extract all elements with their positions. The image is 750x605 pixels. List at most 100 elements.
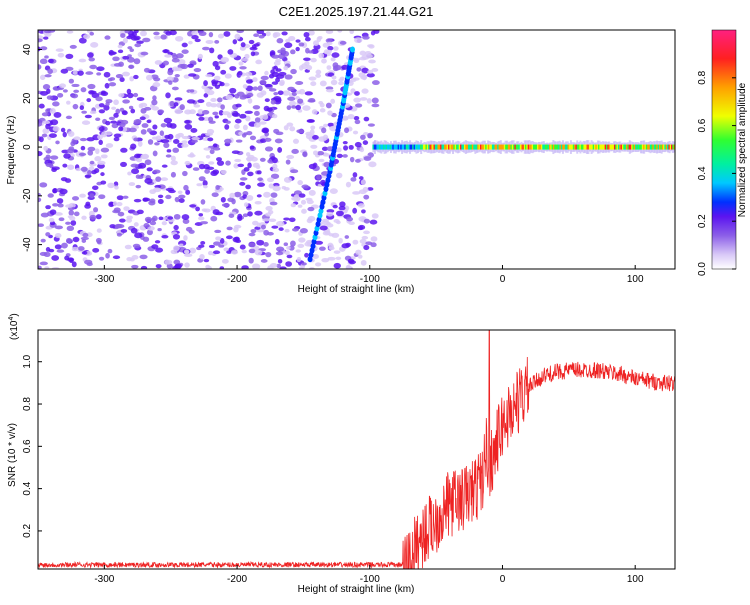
spectrogram-cell (290, 49, 296, 55)
spectrogram-cell (241, 249, 247, 254)
spectrogram-cell (352, 130, 359, 135)
spectrogram-cell (337, 30, 343, 33)
spectrogram-cell (49, 209, 57, 215)
spectrogram-cell (58, 83, 67, 89)
carrier-line-cell (633, 144, 636, 150)
spectrogram-cell (297, 98, 304, 104)
carrier-line-cell (538, 144, 541, 150)
spectrogram-cell (256, 229, 265, 233)
spectrogram-cell (239, 177, 248, 181)
spectrogram-cell (120, 147, 128, 153)
spectrogram-cell (221, 203, 230, 207)
spectrogram-cell (160, 34, 167, 40)
spectrogram-cell (363, 194, 370, 200)
carrier-line-cell (405, 144, 408, 150)
carrier-line-cell (607, 144, 610, 150)
spectrogram-cell (71, 246, 79, 252)
spectrogram-cell (107, 182, 115, 189)
spectrogram-cell (173, 224, 179, 231)
spectrogram-cell (47, 58, 54, 64)
spectrogram-cell (231, 198, 236, 205)
carrier-line-cell (672, 144, 675, 150)
spectrogram-cell (82, 232, 89, 238)
spectrogram-cell (286, 105, 292, 111)
spectrogram-cell (41, 112, 49, 117)
spectrogram-cell (253, 122, 261, 128)
spectrogram-cell (297, 243, 305, 248)
spectrogram-cell (310, 81, 317, 87)
spectrogram-cell (220, 196, 226, 203)
spectrogram-cell (207, 265, 212, 269)
spectrogram-cell (318, 52, 325, 59)
spectrogram-cell (191, 139, 198, 143)
spectrogram-cell (247, 98, 253, 104)
carrier-line-cell (546, 144, 549, 150)
spectrogram-cell (183, 235, 188, 241)
spectrogram-cell (257, 177, 263, 182)
spectrogram-cell (234, 123, 240, 130)
spectrogram-cell (284, 228, 290, 233)
spectrogram-cell (184, 123, 193, 130)
spectrogram-cell (130, 36, 140, 41)
spectrogram-cell (119, 122, 126, 128)
spectrogram-cell (214, 229, 222, 234)
spectrogram-cell (105, 120, 111, 126)
carrier-line-cell (486, 144, 489, 150)
spectrogram-cell (66, 30, 74, 34)
spectrogram-cell (212, 111, 219, 116)
spectrogram-cell (203, 184, 208, 189)
spectrogram-cell (248, 257, 254, 264)
carrier-line-cell (463, 144, 466, 150)
spectrogram-cell (152, 169, 161, 174)
carrier-line-cell (396, 144, 399, 150)
spectrogram-cell (149, 221, 157, 226)
spectrogram-cell (108, 51, 117, 55)
spectrogram-x-tick-label: 100 (627, 274, 644, 285)
carrier-line-cell (517, 144, 519, 150)
spectrogram-cell (338, 205, 346, 211)
spectrogram-cell (56, 198, 64, 204)
spectrogram-cell (127, 171, 132, 176)
spectrogram-cell (298, 193, 306, 198)
spectrogram-cell (220, 104, 225, 110)
carrier-line-cell (469, 144, 472, 150)
spectrogram-cell (138, 175, 144, 180)
spectrogram-cell (101, 90, 106, 94)
spectrogram-cell (291, 196, 299, 201)
spectrogram-cell (224, 138, 232, 144)
spectrogram-cell (118, 218, 126, 223)
carrier-line-cell (379, 144, 381, 150)
spectrogram-cell (236, 91, 245, 97)
spectrogram-cell (321, 58, 327, 64)
spectrogram-cell (167, 133, 174, 140)
spectrogram-cell (218, 109, 224, 116)
spectrogram-cell (358, 176, 364, 180)
spectrogram-cell (210, 215, 218, 222)
carrier-line-cell (481, 144, 484, 150)
carrier-line-cell (511, 144, 514, 150)
carrier-line-cell (460, 144, 462, 150)
spectrogram-cell (327, 41, 333, 46)
spectrogram-cell (171, 86, 179, 91)
spectrogram-cell (121, 110, 128, 116)
spectrogram-cell (133, 222, 139, 227)
spectrogram-cell (72, 103, 79, 110)
carrier-line-cell (595, 144, 598, 150)
spectrogram-cell (58, 217, 65, 222)
spectrogram-cell (341, 64, 349, 70)
spectrogram-cell (80, 236, 89, 241)
carrier-line-cell (623, 144, 626, 150)
spectrogram-cell (79, 193, 86, 198)
spectrogram-cell (370, 236, 378, 242)
spectrogram-cell (88, 57, 95, 62)
carrier-line-cell (398, 144, 401, 150)
spectrogram-cell (150, 74, 159, 80)
carrier-line-cell (477, 144, 480, 150)
spectrogram-cell (286, 245, 291, 250)
spectrogram-cell (155, 176, 162, 182)
spectrogram-cell (333, 250, 341, 254)
spectrogram-cell (38, 265, 42, 269)
carrier-line-cell (376, 144, 379, 150)
spectrogram-cell (209, 47, 215, 54)
spectrogram-cell (48, 248, 55, 253)
